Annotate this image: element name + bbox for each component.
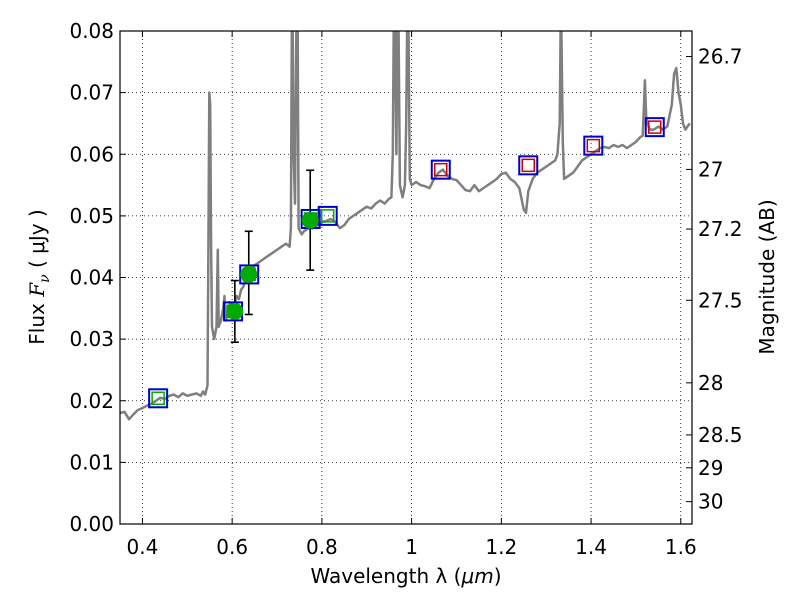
- mag-tick-label: 29: [698, 456, 723, 480]
- y-axis-title: Flux Fν ( μJy ): [25, 209, 53, 344]
- axis-ticks: [120, 30, 692, 525]
- mag-tick-label: 27.2: [698, 217, 743, 241]
- model-photometry-square: [148, 388, 169, 409]
- y-tick-label: 0.04: [69, 266, 114, 290]
- x-tick-label: 1.6: [665, 535, 697, 559]
- model-photometry-square: [518, 155, 539, 176]
- mag-tick-label: 28: [698, 371, 723, 395]
- observed-photometry-point: [301, 211, 319, 229]
- observed-photometry-point: [240, 265, 258, 283]
- y-tick-label: 0.03: [69, 327, 114, 351]
- model-photometry-inner-square: [648, 120, 662, 134]
- y-tick-label: 0.08: [69, 19, 114, 43]
- model-photometry-square: [317, 205, 338, 226]
- x-tick-label: 1: [405, 535, 418, 559]
- y-tick-label: 0.00: [69, 512, 114, 536]
- y-tick-label: 0.06: [69, 142, 114, 166]
- model-photometry-square: [644, 117, 665, 138]
- model-photometry-inner-square: [320, 209, 335, 223]
- model-photometry-inner-square: [586, 138, 601, 153]
- model-photometry-square: [583, 135, 604, 156]
- model-photometry-square: [430, 159, 451, 180]
- mag-tick-label: 26.7: [698, 45, 743, 69]
- y-tick-label: 0.05: [69, 204, 114, 228]
- x-tick-label: 0.4: [127, 535, 159, 559]
- mag-tick-label: 30: [698, 490, 723, 514]
- mag-tick-label: 27: [698, 157, 723, 181]
- model-photometry-inner-square: [151, 391, 165, 406]
- x-axis-title: Wavelength λ (μm): [310, 564, 501, 588]
- right-axis-title: Magnitude (AB): [755, 199, 779, 354]
- x-tick-label: 0.8: [306, 535, 338, 559]
- model-photometry-inner-square: [434, 162, 448, 177]
- mag-tick-label: 28.5: [698, 423, 743, 447]
- x-tick-label: 1.2: [485, 535, 517, 559]
- mag-tick-label: 27.5: [698, 288, 743, 312]
- observed-photometry-point: [226, 302, 244, 320]
- y-tick-label: 0.01: [69, 450, 114, 474]
- axis-tick-labels: 0.4 0.6 0.8 1 1.2 1.4 1.6 0.00 0.01 0.02 0.03 0.04 0…: [69, 19, 742, 559]
- model-photometry-square: [239, 264, 260, 285]
- x-tick-label: 0.6: [216, 535, 248, 559]
- y-tick-label: 0.07: [69, 81, 114, 105]
- model-photometry-inner-square: [521, 158, 536, 173]
- y-tick-label: 0.02: [69, 389, 114, 413]
- x-tick-label: 1.4: [575, 535, 607, 559]
- observed-photometry-markers: [226, 211, 319, 320]
